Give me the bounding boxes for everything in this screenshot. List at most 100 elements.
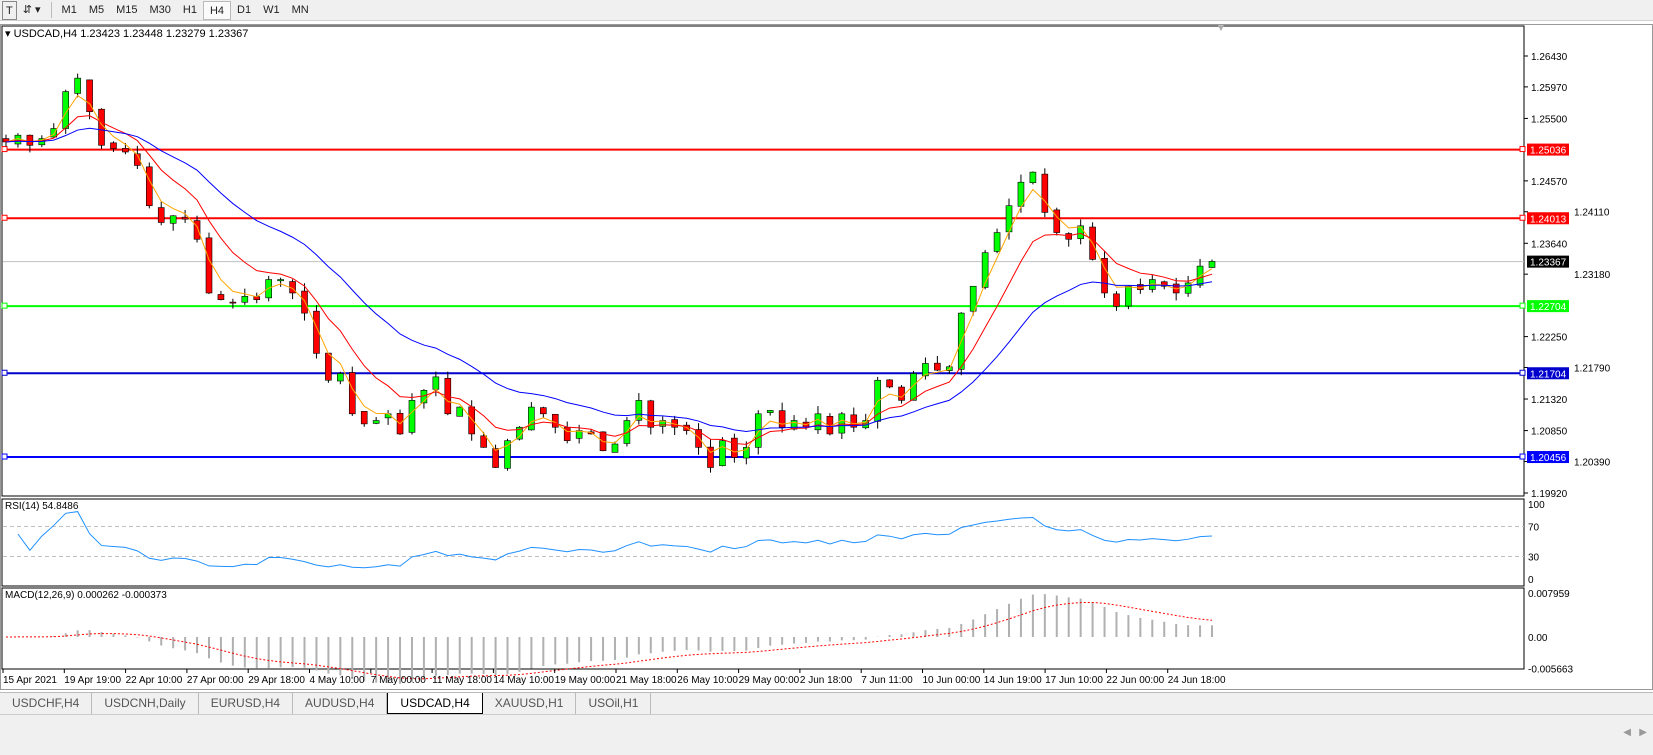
candle-body (969, 285, 977, 312)
candle-body (1208, 261, 1216, 268)
candle-body (169, 215, 177, 224)
scroll-right-icon[interactable]: ▶ (1639, 727, 1647, 738)
candle-body (348, 372, 356, 415)
timeframe-m1[interactable]: M1 (61, 3, 77, 16)
date-label: 11 May 18:00 (432, 675, 492, 686)
candle-body (86, 79, 93, 113)
price-tick-label: 1.24570 (1531, 177, 1568, 188)
level-handle (1519, 302, 1526, 309)
candle-body (635, 400, 643, 421)
price-tick-label: 1.21320 (1531, 395, 1568, 406)
candle-body (74, 77, 81, 94)
candle-body (122, 148, 129, 153)
objects-dropdown-icon[interactable]: ⇵ ▾ (22, 3, 41, 16)
level-handle (1519, 369, 1526, 376)
level-price-badge (1527, 143, 1569, 156)
date-label: 21 May 18:00 (616, 675, 677, 686)
shift-marker-icon[interactable]: ▼ (1216, 23, 1226, 34)
rsi-tick-label: 0 (1528, 575, 1534, 586)
candle-body (1160, 281, 1168, 287)
timeframe-m15[interactable]: M15 (116, 3, 138, 16)
candle-body (1184, 282, 1192, 294)
date-label: 14 Jun 19:00 (984, 675, 1042, 686)
candle-body (719, 440, 726, 467)
price-tick-label: 1.26430 (1531, 52, 1568, 63)
candle-body (647, 400, 655, 428)
chart-header: ▾ USDCAD,H4 1.23423 1.23448 1.23279 1.23… (5, 28, 249, 40)
candle-body (922, 363, 929, 377)
candle-body (790, 420, 798, 430)
timeframe-w1[interactable]: W1 (263, 3, 280, 16)
macd-tick-label: -0.005663 (1528, 664, 1573, 675)
price-tick-label: 1.24110 (1574, 208, 1610, 219)
candle-body (695, 429, 702, 448)
timeframe-h1[interactable]: H1 (182, 3, 197, 16)
chart-tabs: USDCHF,H4 USDCNH,Daily EURUSD,H4 AUDUSD,H4 U… (0, 692, 1653, 714)
rsi-panel-border (1, 498, 1525, 587)
price-tick-label: 1.20390 (1574, 457, 1611, 468)
level-handle (1, 214, 8, 221)
tab-usoil-h1[interactable]: USOil,H1 (576, 693, 652, 714)
chart-window[interactable]: 1.26430 1.25970 1.25500 1.24570 1.24110 1.236… (0, 23, 1653, 691)
price-tick-label: 1.23180 (1574, 270, 1611, 281)
rsi-tick-label: 70 (1528, 523, 1540, 534)
level-price-badge (1527, 451, 1569, 464)
candle-body (432, 376, 440, 390)
moving-average-slow (5, 127, 1213, 432)
timeframe-d1[interactable]: D1 (237, 3, 252, 16)
candle-body (886, 379, 893, 388)
date-label: 2 Jun 18:00 (800, 675, 853, 686)
candle-body (2, 138, 10, 143)
timeframe-mn[interactable]: MN (291, 3, 309, 16)
candle-body (659, 420, 667, 427)
level-price-label: 1.24013 (1530, 214, 1567, 225)
chart-canvas[interactable]: 1.26430 1.25970 1.25500 1.24570 1.24110 1.236… (1, 25, 1653, 691)
text-tool-button[interactable]: T (2, 0, 17, 20)
candle-body (217, 294, 225, 300)
date-label: 29 May 00:00 (739, 675, 800, 686)
candle-body (456, 406, 464, 417)
candle-body (910, 373, 917, 401)
timeframe-h4[interactable]: H4 (202, 0, 232, 20)
rsi-tick-label: 30 (1528, 553, 1540, 564)
candle-body (1125, 285, 1132, 307)
tab-usdchf-h4[interactable]: USDCHF,H4 (0, 693, 93, 714)
tab-eurusd-h4[interactable]: EURUSD,H4 (199, 693, 294, 714)
timeframe-group: M1 M5 M15 M30 H1 H4 D1 W1 MN (56, 0, 315, 20)
rsi-label: RSI(14) 54.8486 (5, 501, 79, 512)
candle-body (1029, 171, 1037, 183)
candle-body (134, 153, 141, 166)
level-handle (1519, 453, 1526, 460)
price-tick-label: 1.23640 (1531, 239, 1568, 250)
level-price-label: 1.25036 (1530, 146, 1567, 157)
candle-body (181, 216, 189, 220)
scroll-left-icon[interactable]: ◀ (1623, 727, 1631, 738)
candle-body (1101, 257, 1108, 294)
candle-body (1053, 209, 1061, 233)
timeframe-m30[interactable]: M30 (149, 3, 171, 16)
candle-body (468, 406, 475, 435)
candle-body (766, 410, 774, 413)
level-price-label: 1.22704 (1530, 302, 1567, 313)
separator (50, 2, 52, 18)
candle-body (540, 407, 547, 415)
tab-usdcnh-daily[interactable]: USDCNH,Daily (92, 693, 199, 714)
candle-body (229, 301, 237, 304)
candle-body (611, 443, 619, 453)
tab-audusd-h4[interactable]: AUDUSD,H4 (293, 693, 388, 714)
candle-body (1017, 181, 1025, 207)
candle-body (492, 448, 499, 468)
price-tick-label: 1.22250 (1531, 333, 1568, 344)
tab-usdcad-h4[interactable]: USDCAD,H4 (387, 693, 483, 714)
date-label: 19 Apr 19:00 (64, 675, 121, 686)
candle-body (898, 386, 905, 401)
candle-body (731, 437, 738, 458)
tab-xauusd-h1[interactable]: XAUUSD,H1 (483, 693, 577, 714)
price-tick-label: 1.20850 (1531, 427, 1568, 438)
level-handle (1, 302, 8, 309)
date-label: 7 May 00:00 (371, 675, 426, 686)
timeframe-m5[interactable]: M5 (88, 3, 105, 16)
candle-body (157, 207, 165, 223)
level-handle (1, 369, 8, 376)
main-panel-border (1, 25, 1525, 497)
